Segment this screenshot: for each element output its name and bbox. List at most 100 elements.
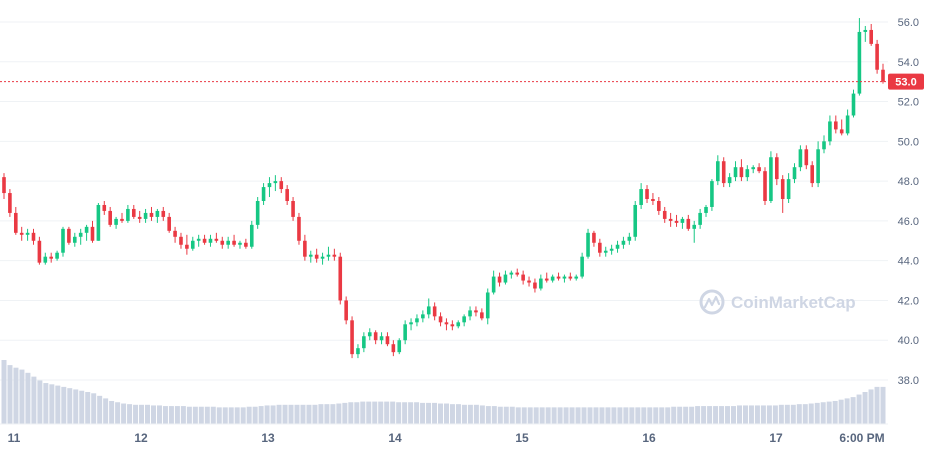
candle	[96, 202, 101, 241]
candle	[533, 278, 537, 293]
volume-bar	[139, 404, 145, 424]
y-tick-label: 52.0	[898, 97, 919, 109]
volume-bar	[276, 404, 282, 424]
candle	[822, 135, 826, 154]
y-axis: 38.0 40.0 42.0 44.0 46.0 48.0 50.0 52.0 54.0 56.0	[898, 17, 919, 387]
volume-bar	[808, 403, 814, 424]
volume-bar	[150, 405, 156, 424]
candle	[727, 173, 732, 188]
volume-bar	[838, 399, 844, 424]
candle	[810, 161, 815, 188]
candle	[468, 306, 472, 321]
volume-bar	[342, 402, 348, 424]
candle	[485, 288, 490, 325]
candle	[362, 332, 366, 353]
candle	[267, 177, 272, 198]
volume-bar	[844, 398, 850, 424]
volume-bar	[778, 404, 784, 424]
candle	[67, 226, 71, 245]
y-tick-label: 46.0	[898, 216, 919, 228]
candle	[350, 316, 354, 359]
volume-bar	[133, 404, 139, 424]
candle	[645, 185, 649, 203]
candle	[692, 220, 697, 243]
y-tick-label: 40.0	[898, 335, 919, 347]
volume-bar	[432, 402, 438, 424]
candle	[391, 340, 396, 357]
volume-bar	[49, 384, 55, 424]
volume-bar	[725, 406, 731, 424]
volume-bar	[91, 393, 97, 424]
candle	[238, 240, 242, 249]
x-tick-label: 11	[8, 431, 21, 445]
candle	[397, 338, 402, 355]
candle	[503, 270, 508, 285]
volume-bar	[485, 406, 491, 424]
candle	[161, 206, 166, 221]
volume-bar	[324, 404, 330, 424]
volume-bar	[731, 406, 737, 424]
candle	[297, 212, 301, 245]
candles	[2, 18, 885, 359]
volume-bar	[31, 376, 37, 424]
volume-bar	[396, 402, 402, 424]
candle	[651, 193, 655, 205]
volume-bar	[192, 406, 198, 424]
candle	[438, 312, 443, 327]
volume-bar	[1, 360, 7, 424]
candle	[19, 226, 24, 241]
candle	[444, 318, 449, 331]
candle	[657, 197, 661, 215]
volume-bar	[264, 405, 270, 424]
volume-bar	[228, 407, 234, 424]
volume-bar	[372, 401, 378, 424]
candle	[173, 226, 177, 243]
volume-bar	[79, 390, 85, 424]
candle	[61, 226, 65, 257]
volume-bar	[420, 402, 426, 424]
volume-bar	[210, 406, 216, 424]
volume-bar	[13, 367, 19, 424]
candle	[385, 332, 390, 347]
volume-bar	[527, 407, 533, 424]
volume-bar	[127, 404, 133, 424]
volume-bar	[503, 406, 509, 424]
volume-bar	[515, 407, 521, 424]
candle	[373, 330, 378, 345]
volume-bar	[43, 383, 49, 424]
volume-bar	[121, 403, 127, 424]
volume-bar	[61, 386, 67, 424]
x-tick-label: 16	[642, 431, 656, 445]
volume-bar	[611, 407, 617, 424]
candle	[639, 183, 643, 209]
volume-bar	[605, 407, 611, 424]
candle	[432, 302, 437, 321]
volume-bar	[174, 406, 180, 424]
candle	[25, 228, 30, 241]
candle	[244, 238, 248, 249]
volume-bar	[856, 394, 862, 424]
candle	[845, 109, 850, 136]
volume-bar	[270, 405, 276, 424]
volume-bar	[414, 402, 420, 424]
volume-bar	[204, 406, 210, 424]
volume-bar	[689, 406, 695, 424]
candle	[285, 185, 289, 205]
candle	[568, 272, 573, 281]
candle	[857, 18, 862, 96]
candle	[828, 115, 832, 146]
volume-bar	[742, 405, 748, 424]
candle	[562, 274, 567, 283]
y-tick-label: 56.0	[898, 17, 919, 29]
candle	[108, 206, 112, 227]
volume-bar	[713, 406, 719, 424]
candle	[462, 314, 466, 327]
volume-bar	[246, 406, 252, 424]
volume-bar	[378, 401, 384, 424]
candle	[90, 220, 95, 243]
volume-bar	[826, 401, 832, 424]
x-tick-label: 13	[261, 431, 275, 445]
candle	[338, 252, 343, 305]
candle	[367, 328, 372, 341]
